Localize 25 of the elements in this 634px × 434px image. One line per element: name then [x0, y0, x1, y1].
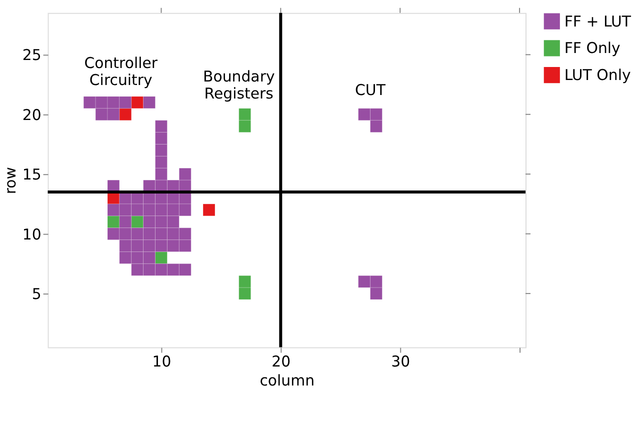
y-tick-label: 5: [32, 285, 42, 304]
point: [238, 275, 251, 288]
annotation: Boundary Registers: [202, 67, 275, 102]
point: [131, 96, 144, 109]
y-tick-label: 25: [22, 46, 42, 64]
annotation: Controller Circuitry: [84, 54, 158, 89]
point: [238, 287, 251, 300]
legend-label: FF Only: [564, 39, 621, 58]
point: [107, 216, 120, 228]
legend-label: FF + LUT: [564, 12, 632, 30]
y-tick-label: 15: [22, 166, 42, 184]
x-axis-title: column: [260, 372, 315, 390]
annotation: CUT: [355, 80, 386, 99]
y-tick-label: 10: [22, 225, 42, 244]
point: [238, 108, 251, 121]
point: [238, 120, 251, 132]
point: [119, 108, 132, 121]
y-axis-title: row: [1, 167, 20, 194]
x-tick-label: 30: [391, 352, 410, 371]
point: [202, 204, 216, 216]
x-tick-label: 10: [152, 352, 172, 371]
y-tick-label: 20: [22, 106, 42, 124]
legend-label: LUT Only: [564, 66, 631, 84]
x-tick-label: 20: [272, 352, 291, 371]
point: [155, 252, 168, 264]
